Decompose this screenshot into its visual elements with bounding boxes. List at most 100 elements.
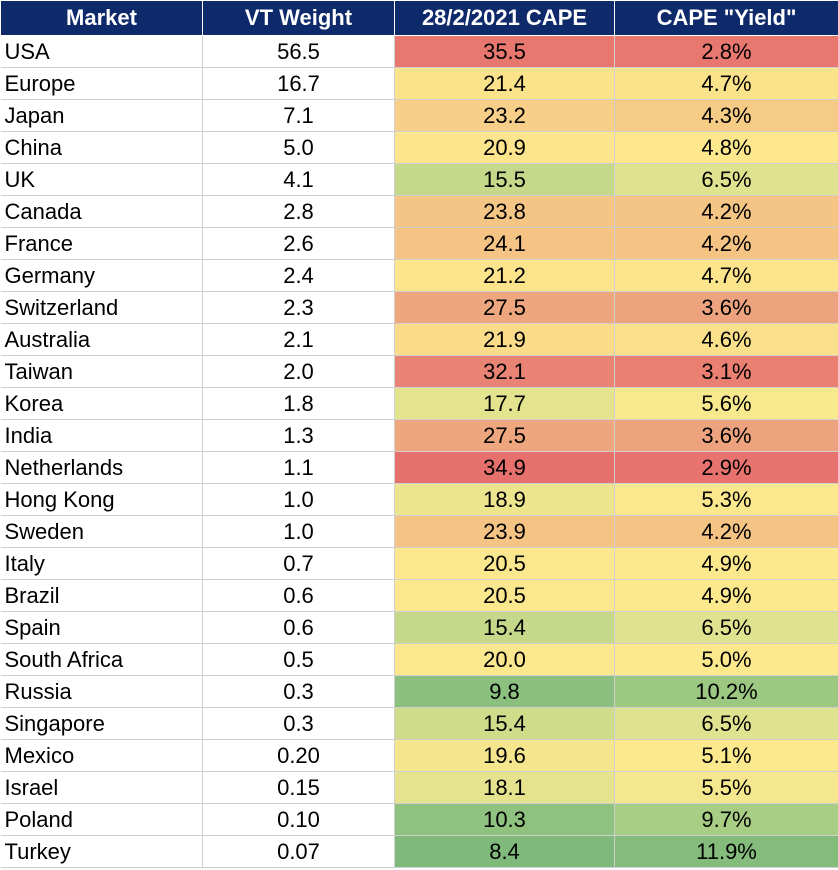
cape-yield-cell[interactable]: 5.5% — [614, 771, 838, 804]
cape-yield-cell[interactable]: 4.7% — [614, 259, 838, 292]
cape-yield-cell[interactable]: 3.1% — [614, 355, 838, 388]
cape-cell[interactable]: 20.0 — [394, 643, 615, 676]
vt-weight-cell[interactable]: 4.1 — [202, 163, 395, 196]
market-cell[interactable]: Poland — [0, 803, 203, 836]
vt-weight-cell[interactable]: 2.3 — [202, 291, 395, 324]
cape-cell[interactable]: 23.2 — [394, 99, 615, 132]
vt-weight-cell[interactable]: 2.8 — [202, 195, 395, 228]
vt-weight-cell[interactable]: 0.5 — [202, 643, 395, 676]
vt-weight-cell[interactable]: 1.1 — [202, 451, 395, 484]
cape-yield-cell[interactable]: 9.7% — [614, 803, 838, 836]
market-cell[interactable]: Australia — [0, 323, 203, 356]
vt-weight-cell[interactable]: 1.8 — [202, 387, 395, 420]
market-cell[interactable]: Europe — [0, 67, 203, 100]
market-cell[interactable]: South Africa — [0, 643, 203, 676]
cape-cell[interactable]: 8.4 — [394, 835, 615, 868]
cape-cell[interactable]: 15.4 — [394, 611, 615, 644]
market-cell[interactable]: Switzerland — [0, 291, 203, 324]
vt-weight-cell[interactable]: 0.20 — [202, 739, 395, 772]
cape-yield-cell[interactable]: 6.5% — [614, 707, 838, 740]
market-cell[interactable]: China — [0, 131, 203, 164]
cape-yield-cell[interactable]: 4.3% — [614, 99, 838, 132]
market-cell[interactable]: Korea — [0, 387, 203, 420]
cape-cell[interactable]: 34.9 — [394, 451, 615, 484]
cape-cell[interactable]: 23.9 — [394, 515, 615, 548]
cape-yield-cell[interactable]: 5.3% — [614, 483, 838, 516]
market-cell[interactable]: Israel — [0, 771, 203, 804]
cape-yield-cell[interactable]: 5.1% — [614, 739, 838, 772]
vt-weight-cell[interactable]: 2.4 — [202, 259, 395, 292]
cape-yield-cell[interactable]: 5.0% — [614, 643, 838, 676]
vt-weight-cell[interactable]: 0.3 — [202, 675, 395, 708]
vt-weight-cell[interactable]: 0.7 — [202, 547, 395, 580]
cape-yield-cell[interactable]: 4.2% — [614, 515, 838, 548]
vt-weight-cell[interactable]: 7.1 — [202, 99, 395, 132]
cape-cell[interactable]: 15.5 — [394, 163, 615, 196]
vt-weight-cell[interactable]: 2.0 — [202, 355, 395, 388]
vt-weight-cell[interactable]: 1.0 — [202, 515, 395, 548]
cape-cell[interactable]: 27.5 — [394, 291, 615, 324]
vt-weight-cell[interactable]: 0.10 — [202, 803, 395, 836]
market-cell[interactable]: Canada — [0, 195, 203, 228]
cape-cell[interactable]: 20.9 — [394, 131, 615, 164]
market-cell[interactable]: India — [0, 419, 203, 452]
cape-cell[interactable]: 27.5 — [394, 419, 615, 452]
market-cell[interactable]: USA — [0, 35, 203, 68]
vt-weight-cell[interactable]: 0.3 — [202, 707, 395, 740]
market-cell[interactable]: Netherlands — [0, 451, 203, 484]
market-cell[interactable]: Taiwan — [0, 355, 203, 388]
vt-weight-cell[interactable]: 2.6 — [202, 227, 395, 260]
cape-cell[interactable]: 17.7 — [394, 387, 615, 420]
cape-yield-cell[interactable]: 4.9% — [614, 579, 838, 612]
cape-cell[interactable]: 18.1 — [394, 771, 615, 804]
cape-cell[interactable]: 24.1 — [394, 227, 615, 260]
cape-cell[interactable]: 21.4 — [394, 67, 615, 100]
market-cell[interactable]: Hong Kong — [0, 483, 203, 516]
cape-yield-cell[interactable]: 4.9% — [614, 547, 838, 580]
cape-cell[interactable]: 21.2 — [394, 259, 615, 292]
cape-yield-cell[interactable]: 5.6% — [614, 387, 838, 420]
header-cape-yield[interactable]: CAPE "Yield" — [614, 0, 838, 36]
cape-yield-cell[interactable]: 6.5% — [614, 611, 838, 644]
market-cell[interactable]: UK — [0, 163, 203, 196]
market-cell[interactable]: Sweden — [0, 515, 203, 548]
market-cell[interactable]: Mexico — [0, 739, 203, 772]
cape-yield-cell[interactable]: 4.2% — [614, 195, 838, 228]
market-cell[interactable]: Russia — [0, 675, 203, 708]
vt-weight-cell[interactable]: 1.0 — [202, 483, 395, 516]
cape-yield-cell[interactable]: 10.2% — [614, 675, 838, 708]
cape-cell[interactable]: 15.4 — [394, 707, 615, 740]
cape-cell[interactable]: 10.3 — [394, 803, 615, 836]
cape-yield-cell[interactable]: 4.2% — [614, 227, 838, 260]
market-cell[interactable]: France — [0, 227, 203, 260]
cape-yield-cell[interactable]: 4.8% — [614, 131, 838, 164]
vt-weight-cell[interactable]: 0.15 — [202, 771, 395, 804]
market-cell[interactable]: Spain — [0, 611, 203, 644]
cape-yield-cell[interactable]: 4.6% — [614, 323, 838, 356]
market-cell[interactable]: Brazil — [0, 579, 203, 612]
cape-cell[interactable]: 19.6 — [394, 739, 615, 772]
cape-cell[interactable]: 32.1 — [394, 355, 615, 388]
market-cell[interactable]: Turkey — [0, 835, 203, 868]
cape-cell[interactable]: 20.5 — [394, 579, 615, 612]
cape-cell[interactable]: 9.8 — [394, 675, 615, 708]
vt-weight-cell[interactable]: 2.1 — [202, 323, 395, 356]
cape-cell[interactable]: 18.9 — [394, 483, 615, 516]
vt-weight-cell[interactable]: 16.7 — [202, 67, 395, 100]
cape-yield-cell[interactable]: 6.5% — [614, 163, 838, 196]
vt-weight-cell[interactable]: 0.6 — [202, 579, 395, 612]
header-cape[interactable]: 28/2/2021 CAPE — [394, 0, 615, 36]
vt-weight-cell[interactable]: 0.07 — [202, 835, 395, 868]
cape-cell[interactable]: 23.8 — [394, 195, 615, 228]
cape-cell[interactable]: 35.5 — [394, 35, 615, 68]
market-cell[interactable]: Japan — [0, 99, 203, 132]
market-cell[interactable]: Germany — [0, 259, 203, 292]
vt-weight-cell[interactable]: 0.6 — [202, 611, 395, 644]
vt-weight-cell[interactable]: 5.0 — [202, 131, 395, 164]
vt-weight-cell[interactable]: 1.3 — [202, 419, 395, 452]
cape-yield-cell[interactable]: 4.7% — [614, 67, 838, 100]
cape-yield-cell[interactable]: 2.8% — [614, 35, 838, 68]
market-cell[interactable]: Singapore — [0, 707, 203, 740]
cape-yield-cell[interactable]: 11.9% — [614, 835, 838, 868]
header-market[interactable]: Market — [0, 0, 203, 36]
